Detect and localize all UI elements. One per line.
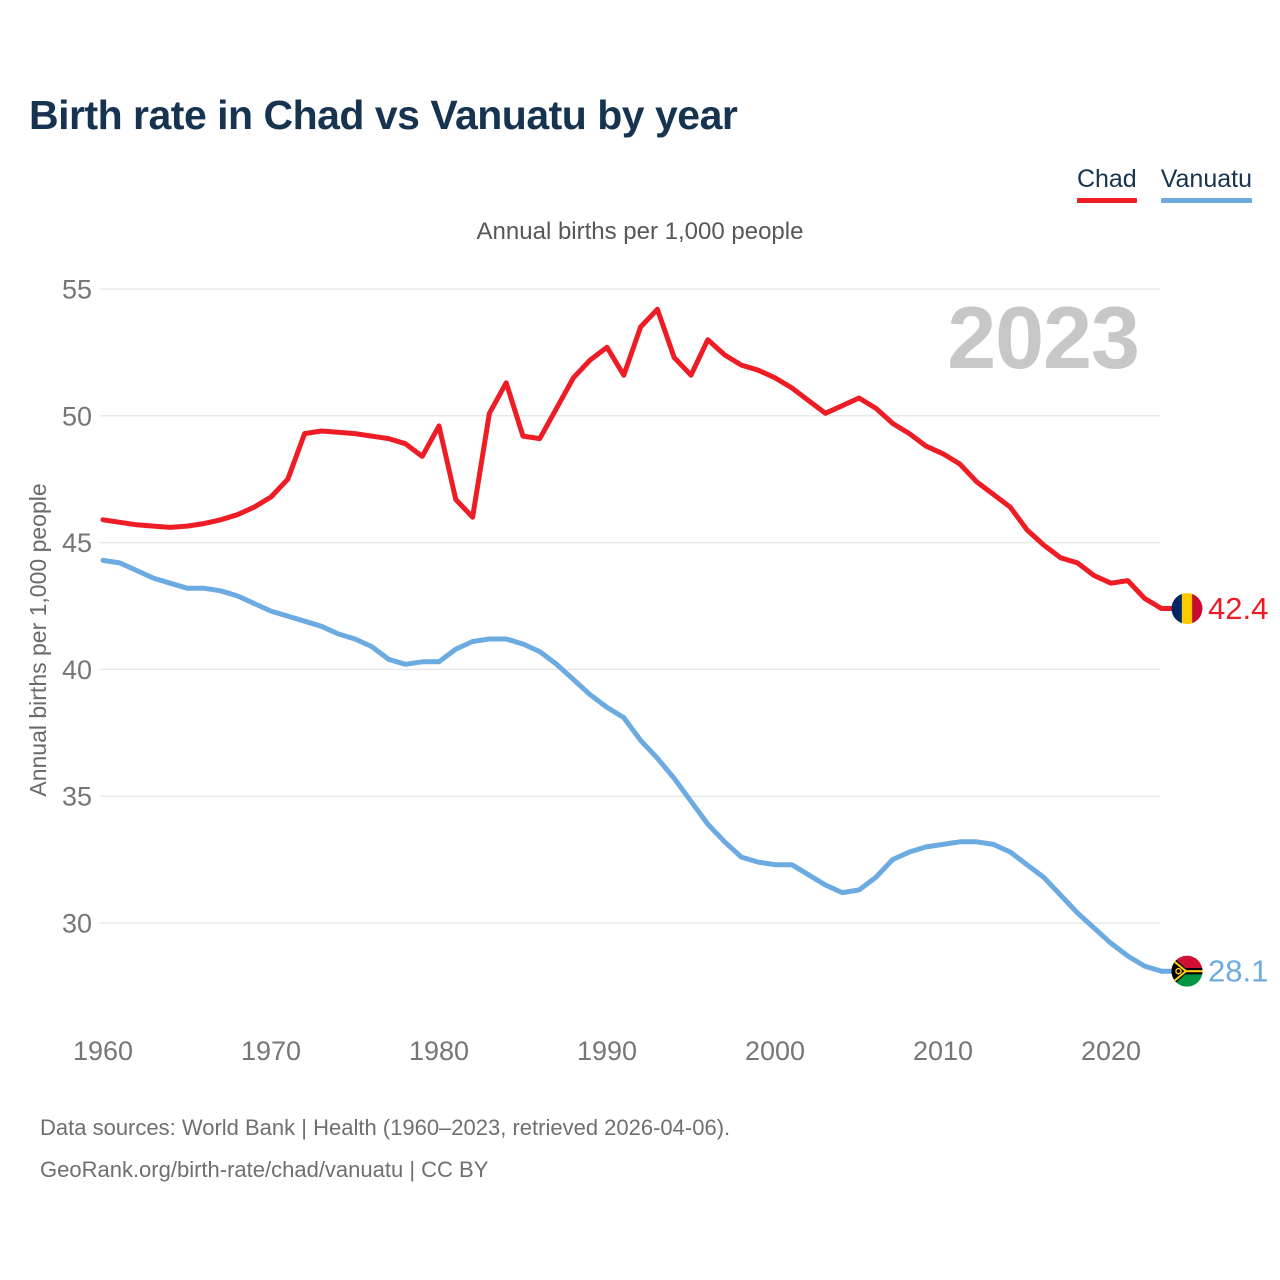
y-tick-label: 55 [62,275,92,305]
series-line-chad [100,306,1177,611]
legend-label-vanuatu: Vanuatu [1160,165,1252,193]
legend-item-vanuatu[interactable]: Vanuatu [1160,165,1252,203]
y-tick-label: 45 [62,528,92,558]
x-tick-label: 2010 [913,1036,973,1066]
chad-flag-icon [1171,593,1203,625]
x-tick-label: 1990 [577,1036,637,1066]
vanuatu-color-bar-icon [1160,198,1252,203]
x-tick-label: 2020 [1081,1036,1141,1066]
chad-color-bar-icon [1076,198,1137,203]
y-tick-label: 40 [62,655,92,685]
y-tick-label: 30 [62,909,92,939]
legend-item-chad[interactable]: Chad [1076,165,1137,203]
x-tick-label: 1960 [73,1036,133,1066]
series-line-vanuatu [100,557,1177,974]
gridlines-and-ticks: 55 50 45 40 35 30 1960 1970 1980 1990 2000 2010 2020 [62,275,1160,1066]
footer-data-sources: Data sources: World Bank | Health (1960–… [40,1115,731,1140]
chad-end-value: 42.4 [1208,591,1268,626]
watermark-year: 2023 [947,288,1139,387]
y-tick-label: 35 [62,782,92,812]
x-tick-label: 1970 [241,1036,301,1066]
page-title: Birth rate in Chad vs Vanuatu by year [29,92,738,138]
vanuatu-flag-icon [1171,955,1203,987]
series-lines [100,306,1177,974]
x-tick-label: 1980 [409,1036,469,1066]
footer-attribution: GeoRank.org/birth-rate/chad/vanuatu | CC… [40,1157,489,1182]
chart-subtitle: Annual births per 1,000 people [476,218,804,245]
footer: Data sources: World Bank | Health (1960–… [40,1107,730,1191]
legend: Chad Vanuatu [1076,165,1252,203]
vanuatu-end-value: 28.1 [1208,954,1268,989]
y-tick-label: 50 [62,401,92,431]
x-tick-label: 2000 [745,1036,805,1066]
y-axis-title: Annual births per 1,000 people [25,483,51,796]
end-markers [1171,593,1203,987]
legend-label-chad: Chad [1076,165,1137,193]
